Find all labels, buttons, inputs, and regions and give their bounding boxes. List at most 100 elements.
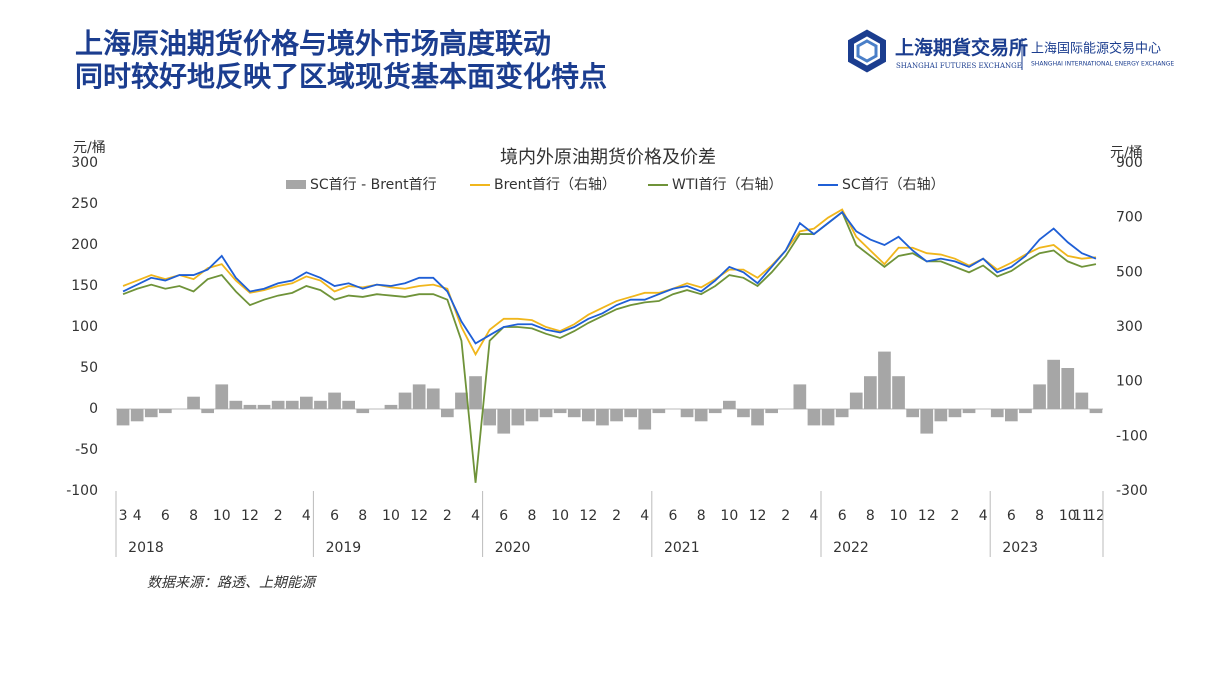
spread-bar [920,409,934,434]
x-tick-label: 2 [612,508,621,524]
spread-bar [878,351,891,409]
x-tick-label: 6 [838,508,847,524]
y2-tick-label: -300 [1116,483,1148,499]
title-line: 同时较好地反映了区域现货基本面变化特点 [75,60,607,93]
chart-title: 境内外原油期货价格及价差 [500,147,716,168]
spread-bar [243,404,257,409]
spread-bar [469,376,482,409]
spread-bar [525,409,539,422]
logo-text: 上海期貨交易所 [895,36,1028,59]
x-tick-label: 12 [579,508,597,524]
spread-bar [497,409,511,434]
x-tick-label: 11 [1073,508,1091,524]
x-tick-label: 6 [1007,508,1016,524]
y-tick-label: 0 [89,401,98,417]
y-unit: 元/桶 [73,140,106,156]
y2-tick-label: 300 [1116,319,1143,335]
spread-bar [483,409,496,426]
price-line [122,208,1097,357]
x-tick-label: 6 [161,508,170,524]
y2-tick-label: 100 [1116,374,1143,390]
spread-bar [821,409,835,426]
spread-bar [384,404,398,409]
logo-text: SHANGHAI INTERNATIONAL ENERGY EXCHANGE [1031,61,1174,68]
x-tick-label: 10 [382,508,400,524]
x-tick-label: 8 [1035,508,1044,524]
spread-bar [539,409,553,418]
x-tick-label: 10 [720,508,738,524]
spread-bar [215,384,229,409]
x-tick-label: 6 [330,508,339,524]
spread-bar [807,409,821,426]
x-tick-label: 8 [697,508,706,524]
y-tick-label: 250 [71,196,98,212]
spread-bar [116,409,130,426]
logo-text: 上海国际能源交易中心 [1031,41,1161,57]
spread-bar [962,409,976,414]
x-group-label: 2020 [495,540,531,556]
y2-unit: 元/桶 [1110,145,1143,161]
x-tick-label: 8 [527,508,536,524]
spread-bar [934,409,948,422]
spread-bar [159,409,172,414]
x-group-label: 2022 [833,540,869,556]
spread-bar [1005,409,1018,422]
spread-bar [187,396,200,409]
spread-bar [892,376,905,409]
x-group-label: 2018 [128,540,164,556]
x-tick-label: 2 [781,508,790,524]
spread-bar [596,409,609,426]
y-tick-label: 100 [71,319,98,335]
spread-bar [511,409,525,426]
y-tick-label: 300 [71,155,98,171]
spread-bar [342,400,355,409]
spread-bar [285,400,299,409]
spread-bar [1061,368,1075,409]
y-tick-label: 200 [71,237,98,253]
x-tick-label: 2 [950,508,959,524]
x-tick-label: 6 [499,508,508,524]
price-line [122,210,1097,483]
legend-swatch [286,180,306,189]
legend-label: WTI首行（右轴） [672,177,783,193]
spread-bar [906,409,919,418]
spread-bar [300,396,313,409]
title-line: 上海原油期货价格与境外市场高度联动 [75,27,551,60]
y-tick-label: 150 [71,278,98,294]
x-tick-label: 12 [410,508,428,524]
legend-label: SC首行 - Brent首行 [310,177,437,193]
spread-bar [624,409,637,418]
x-tick-label: 12 [918,508,936,524]
x-tick-label: 8 [358,508,367,524]
spread-bar [356,409,370,414]
y-tick-label: -50 [75,442,98,458]
x-tick-label: 3 [119,508,128,524]
spread-bar [694,409,708,422]
spread-bar [610,409,623,422]
price-line [122,210,1097,345]
spread-bar [835,409,849,418]
x-tick-label: 4 [640,508,649,524]
spread-bar [130,409,144,422]
x-tick-label: 10 [1059,508,1077,524]
spread-bar [708,409,722,414]
spread-bar [314,400,327,409]
spread-bar [793,384,807,409]
spread-bar [948,409,962,418]
spread-bar [990,409,1004,418]
x-tick-label: 4 [979,508,988,524]
spread-bar [582,409,595,422]
spread-bar [426,388,440,409]
spread-bar [751,409,764,426]
logo-text: SHANGHAI FUTURES EXCHANGE [896,62,1022,70]
logo-emblem [848,29,886,73]
spread-bar [765,409,778,414]
spread-bar [864,376,877,409]
spread-bar [567,409,581,418]
x-tick-label: 4 [471,508,480,524]
y2-tick-label: 900 [1116,155,1143,171]
x-tick-label: 4 [133,508,142,524]
x-tick-label: 8 [189,508,198,524]
spread-bar [737,409,750,418]
